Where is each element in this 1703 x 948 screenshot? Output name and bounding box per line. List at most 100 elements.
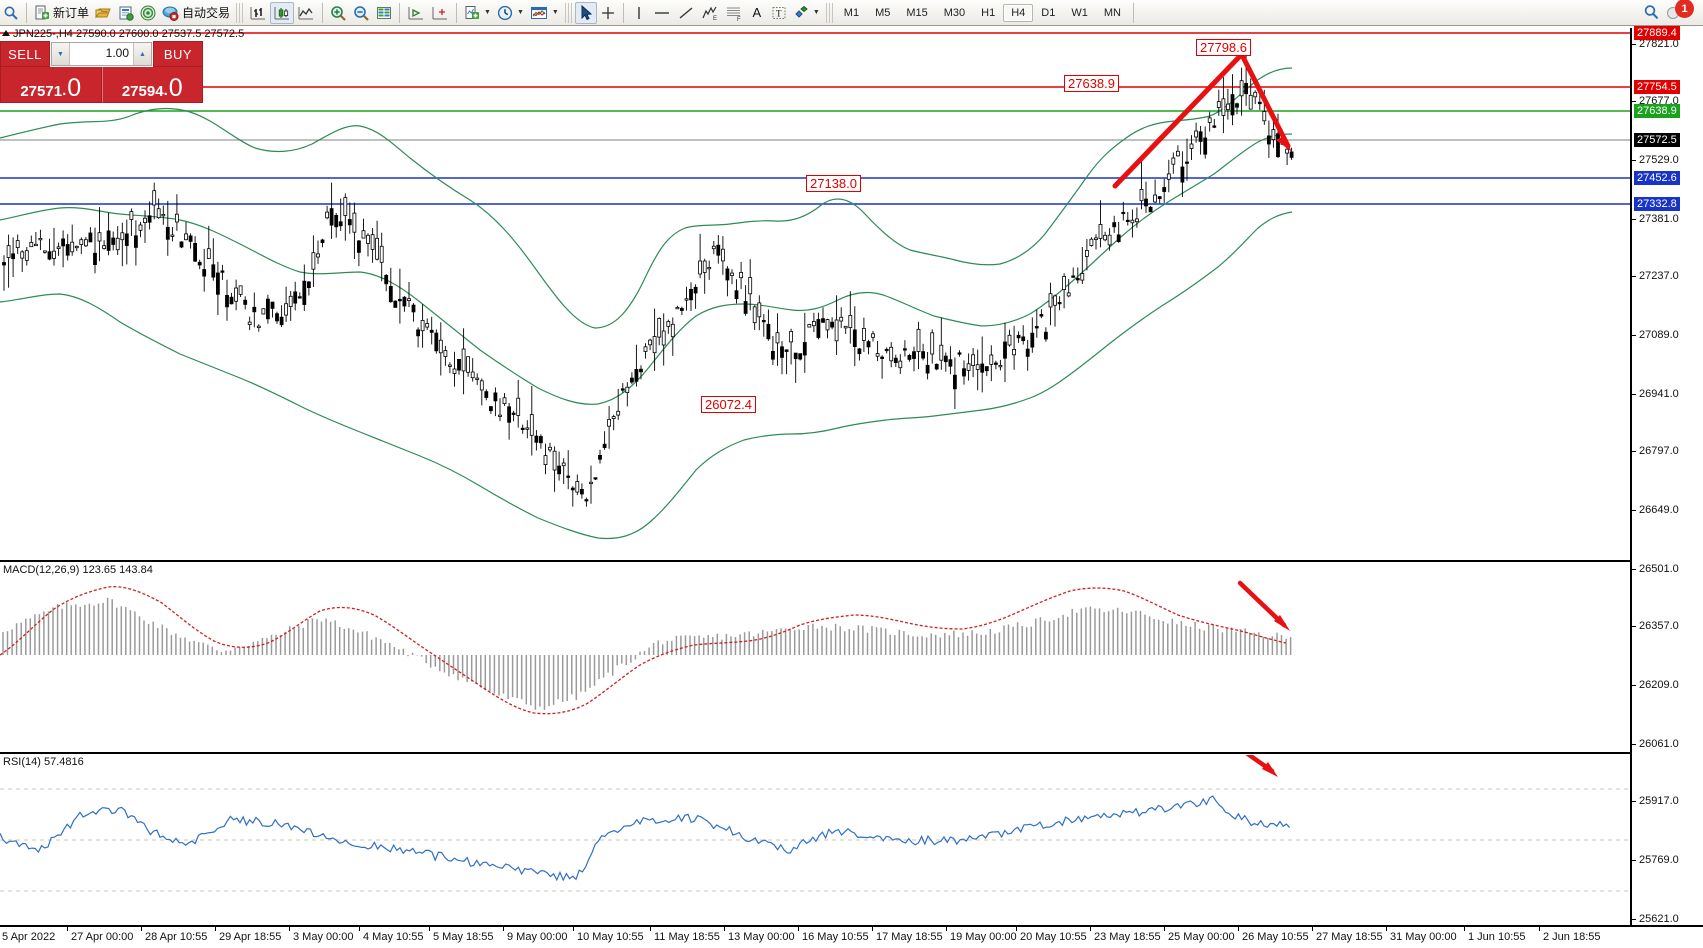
zoom-in-icon[interactable] xyxy=(327,2,350,24)
text-label-icon[interactable]: T xyxy=(768,2,790,24)
axis-tick xyxy=(1632,335,1636,336)
trendline-icon[interactable] xyxy=(674,2,698,24)
price-tick-9: 26501.0 xyxy=(1639,563,1679,575)
price-tick-8: 26649.0 xyxy=(1639,504,1679,516)
callout-27638-9[interactable]: 27638.9 xyxy=(1064,75,1119,92)
volume-increment-icon[interactable]: ▲ xyxy=(133,43,151,65)
time-label-4: 3 May 00:00 xyxy=(293,931,354,943)
timeframe-h4[interactable]: H4 xyxy=(1003,3,1034,22)
macd-divider xyxy=(0,560,1703,562)
time-tick xyxy=(1016,927,1017,931)
chip-top-red[interactable]: 27889.4 xyxy=(1634,26,1680,40)
new-order-button[interactable]: 新订单 xyxy=(31,2,92,24)
one-click-trading-panel[interactable]: SELL ▼ 1.00 ▲ BUY 27571 . 0 27594 . 0 xyxy=(0,41,203,103)
timeframe-h1[interactable]: H1 xyxy=(981,6,996,19)
volume-decrement-icon[interactable]: ▼ xyxy=(52,43,70,65)
candlestick-chart-icon[interactable] xyxy=(270,1,295,24)
time-tick xyxy=(1539,927,1540,931)
uptrend-arrow-line xyxy=(1112,52,1244,189)
volume-stepper[interactable]: ▼ 1.00 ▲ xyxy=(51,42,152,66)
axis-tick xyxy=(1632,160,1636,161)
signal-icon[interactable] xyxy=(137,2,159,24)
crosshair-icon[interactable] xyxy=(597,2,619,24)
timeframe-w1[interactable]: W1 xyxy=(1071,6,1088,19)
crosshair-shift-icon[interactable] xyxy=(428,2,452,24)
time-label-16: 25 May 00:00 xyxy=(1168,931,1235,943)
period-icon[interactable]: ▼ xyxy=(494,2,527,24)
svg-text:F: F xyxy=(737,17,741,21)
trade-panel-prices: 27571 . 0 27594 . 0 xyxy=(0,67,203,103)
sell-price[interactable]: 27571 . 0 xyxy=(0,67,102,103)
rsi-pane[interactable]: RSI(14) 57.4816 xyxy=(0,755,1630,925)
elliott-wave-icon[interactable]: E xyxy=(698,2,722,24)
template-icon[interactable]: ▼ xyxy=(461,2,494,24)
axis-tick xyxy=(1632,394,1636,395)
price-tick-3: 27381.0 xyxy=(1639,213,1679,225)
time-label-12: 17 May 18:55 xyxy=(876,931,943,943)
magnifier-icon[interactable] xyxy=(1640,2,1663,24)
price-tick-14: 25769.0 xyxy=(1639,854,1679,866)
sell-button[interactable]: SELL xyxy=(0,41,50,67)
fibonacci-icon[interactable]: F xyxy=(722,2,746,24)
horizontal-line-icon[interactable] xyxy=(650,2,674,24)
expert-advisor-icon[interactable]: 自动交易 xyxy=(159,2,233,24)
buy-price[interactable]: 27594 . 0 xyxy=(101,67,203,103)
chevron-down-icon-4[interactable]: ▼ xyxy=(812,9,820,16)
time-tick xyxy=(1090,927,1091,931)
time-label-9: 11 May 18:55 xyxy=(654,931,720,943)
grid-icon[interactable] xyxy=(373,2,395,24)
cursor-icon[interactable] xyxy=(574,1,597,24)
callout-26072-4[interactable]: 26072.4 xyxy=(701,396,756,413)
volume-value[interactable]: 1.00 xyxy=(105,46,129,60)
timeframe-m5[interactable]: M5 xyxy=(875,6,891,19)
time-tick xyxy=(798,927,799,931)
timeframe-mn[interactable]: MN xyxy=(1103,6,1121,19)
vertical-line-icon[interactable] xyxy=(628,2,650,24)
bollinger-upper xyxy=(0,67,1293,329)
timeframe-m30[interactable]: M30 xyxy=(943,6,966,19)
toolbar-separator xyxy=(26,2,27,23)
alerts-button[interactable]: 1 xyxy=(1663,0,1697,24)
price-chart-pane[interactable]: 27798.6 27638.9 27138.0 26072.4 xyxy=(0,28,1630,562)
time-tick xyxy=(946,927,947,931)
toolbar-separator-5 xyxy=(622,2,624,23)
price-axis[interactable]: 27821.0 27677.0 27529.0 27381.0 27237.0 27089… xyxy=(1630,26,1703,925)
chip-resistance-red[interactable]: 27754.5 xyxy=(1634,80,1680,94)
toolbar-grip-3[interactable] xyxy=(825,2,833,23)
callout-27798-6[interactable]: 27798.6 xyxy=(1196,39,1251,56)
chevron-down-icon-2[interactable]: ▼ xyxy=(516,9,524,16)
folder-icon[interactable] xyxy=(92,2,115,24)
timeframe-m15[interactable]: M15 xyxy=(906,6,928,19)
toolbar-grip[interactable] xyxy=(236,2,244,23)
shift-end-icon[interactable] xyxy=(404,2,428,24)
time-label-11: 16 May 10:55 xyxy=(802,931,869,943)
timeframe-d1[interactable]: D1 xyxy=(1041,6,1056,19)
callout-27138-0[interactable]: 27138.0 xyxy=(806,175,861,192)
chip-current-price[interactable]: 27572.5 xyxy=(1634,133,1680,147)
zoom-out-icon[interactable] xyxy=(350,2,373,24)
chip-blue-level-1[interactable]: 27452.6 xyxy=(1634,171,1680,185)
buy-button[interactable]: BUY xyxy=(153,41,203,67)
chevron-down-icon-3[interactable]: ▼ xyxy=(551,9,559,16)
price-tick-7: 26797.0 xyxy=(1639,445,1679,457)
timeframe-m1[interactable]: M1 xyxy=(843,6,860,19)
chevron-down-icon[interactable]: ▼ xyxy=(484,9,491,16)
indicators-icon[interactable]: ▼ xyxy=(527,2,562,24)
time-axis[interactable]: 5 Apr 2022 27 Apr 00:00 28 Apr 10:55 29 Apr… xyxy=(0,925,1703,948)
axis-tick xyxy=(1632,101,1636,102)
line-chart-icon[interactable] xyxy=(294,2,318,24)
history-icon[interactable] xyxy=(115,2,137,24)
axis-tick xyxy=(1632,801,1636,802)
bar-chart-icon[interactable] xyxy=(246,2,270,24)
macd-pane[interactable]: MACD(12,26,9) 123.65 143.84 xyxy=(0,563,1630,753)
chip-green-level[interactable]: 27638.9 xyxy=(1634,104,1680,118)
toolbar-grip-2[interactable] xyxy=(564,2,572,23)
time-label-10: 13 May 00:00 xyxy=(728,931,795,943)
chip-blue-level-2[interactable]: 27332.8 xyxy=(1634,197,1680,211)
macd-label: MACD(12,26,9) 123.65 143.84 xyxy=(3,564,153,576)
rsi-trend-arrow xyxy=(1245,755,1278,777)
text-icon[interactable]: A xyxy=(752,5,762,20)
shapes-icon[interactable]: ▼ xyxy=(790,2,823,24)
collapse-triangle-icon[interactable] xyxy=(2,30,10,36)
search-icon[interactable] xyxy=(0,2,22,24)
